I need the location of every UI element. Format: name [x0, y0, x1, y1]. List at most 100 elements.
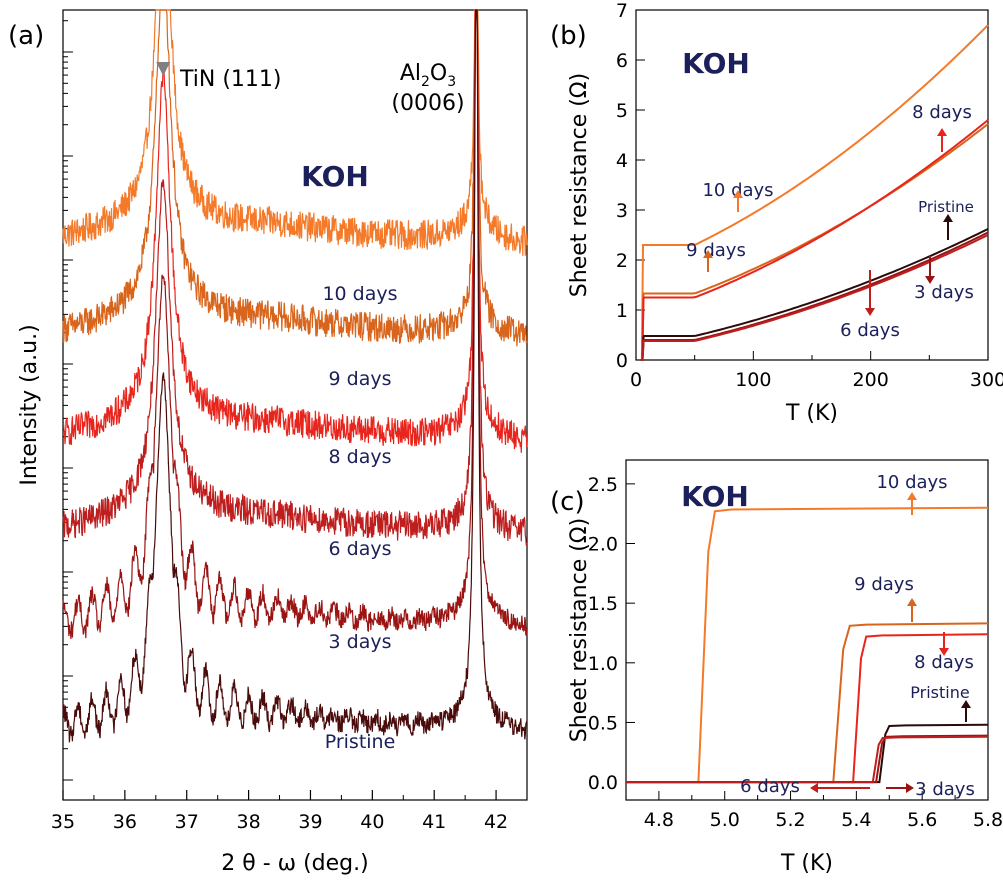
etchant-label-a: KOH — [301, 160, 369, 193]
panel-a: 35 36 37 38 39 40 41 42 2 θ - ω (deg.) Intensity … — [17, 9, 528, 876]
x-tick-label-c: 5.0 — [710, 809, 740, 831]
arrow-head-icon — [703, 250, 713, 258]
series-label-c: 9 days — [854, 574, 914, 595]
series-line-b — [640, 24, 989, 361]
x-tick-label-b: 200 — [853, 369, 889, 391]
arrow-head-icon — [865, 308, 875, 316]
x-tick-label-b: 100 — [735, 369, 771, 391]
arrow-head-icon — [906, 783, 914, 793]
series-line-b — [640, 123, 989, 361]
y-tick-label-b: 1 — [616, 300, 628, 322]
panel-c: 4.8 5.0 5.2 5.4 5.6 5.8 0.0 0.5 1.0 1.5 2.0 2.5 T (K… — [567, 459, 1003, 876]
y-tick-label-b: 5 — [616, 100, 628, 122]
x-tick-label-c: 5.6 — [907, 809, 937, 831]
x-axis-label-a: 2 θ - ω (deg.) — [221, 851, 368, 876]
series-label-c: 10 days — [876, 472, 947, 493]
series-line-c — [626, 735, 989, 784]
series-label-a: 10 days — [322, 283, 397, 305]
y-tick-label-c: 0.0 — [588, 772, 618, 794]
series-label-a: Pristine — [325, 731, 396, 753]
arrow-head-icon — [937, 128, 947, 136]
y-tick-label-c: 2.5 — [588, 474, 618, 496]
etchant-label-c: KOH — [681, 480, 749, 513]
x-tick-label-a: 39 — [298, 811, 322, 833]
series-label-c: 6 days — [740, 776, 800, 797]
panel-b: 0 100 200 300 0 1 2 3 4 5 6 7 T (K) Sheet resistance … — [567, 0, 1003, 426]
peak-label-al2o3: Al2O3 — [400, 61, 456, 90]
peak-label-tin: TiN (111) — [179, 67, 281, 92]
y-axis-label-a: Intensity (a.u.) — [17, 324, 42, 485]
x-axis-label-c: T (K) — [780, 851, 833, 876]
arrow-head-icon — [943, 214, 953, 222]
series-line-c — [626, 506, 989, 784]
x-tick-label-a: 41 — [422, 811, 446, 833]
arrow-head-icon — [907, 598, 917, 606]
plot-frame-c — [625, 459, 989, 801]
x-tick-label-a: 42 — [484, 811, 508, 833]
series-line-a — [62, 9, 528, 347]
peak-label-part: 2 — [421, 74, 430, 90]
panel-label-c: (c) — [550, 487, 585, 517]
series-line-b — [640, 234, 989, 361]
y-tick-label-b: 7 — [616, 0, 628, 22]
x-tick-label-c: 4.8 — [644, 809, 674, 831]
series-line-b — [640, 119, 989, 361]
series-label-a: 3 days — [329, 631, 392, 653]
y-tick-label-c: 0.5 — [588, 712, 618, 734]
series-line-c — [626, 622, 989, 784]
x-tick-label-b: 300 — [970, 369, 1003, 391]
x-tick-label-a: 35 — [51, 811, 75, 833]
x-tick-label-a: 38 — [237, 811, 261, 833]
series-line-c — [626, 734, 989, 784]
arrow-head-icon — [733, 190, 743, 198]
plot-frame-a — [62, 9, 528, 801]
series-label-c: 3 days — [915, 779, 975, 800]
panel-label-a: (a) — [8, 21, 44, 51]
y-tick-label-b: 3 — [616, 200, 628, 222]
y-tick-label-b: 4 — [616, 150, 628, 172]
y-tick-label-b: 0 — [616, 350, 628, 372]
y-tick-label-c: 1.5 — [588, 593, 618, 615]
x-tick-label-c: 5.4 — [841, 809, 871, 831]
x-axis-label-b: T (K) — [785, 401, 838, 426]
series-label-b: 9 days — [686, 240, 746, 261]
series-label-a: 9 days — [329, 368, 392, 390]
x-tick-label-c: 5.2 — [775, 809, 805, 831]
series-line-a — [62, 9, 528, 453]
series-label-b: 6 days — [840, 320, 900, 341]
peak-label-part: O — [430, 61, 447, 86]
series-label-c: Pristine — [910, 683, 969, 702]
series-line-a — [62, 9, 528, 639]
arrow-head-icon — [907, 492, 917, 500]
y-tick-label-c: 2.0 — [588, 534, 618, 556]
series-line-a — [62, 9, 528, 546]
panel-label-b: (b) — [550, 21, 587, 51]
y-axis-label-c: Sheet resistance (Ω) — [567, 518, 592, 742]
series-label-c: 8 days — [914, 652, 974, 673]
series-label-a: 8 days — [329, 446, 392, 468]
series-label-b: Pristine — [918, 198, 974, 216]
y-tick-label-b: 6 — [616, 50, 628, 72]
arrow-head-icon — [961, 700, 971, 708]
peak-label-part: 3 — [447, 74, 456, 90]
arrow-head-icon — [810, 783, 818, 793]
y-axis-label-b: Sheet resistance (Ω) — [567, 73, 592, 297]
arrow-head-icon — [939, 648, 949, 656]
x-tick-label-a: 37 — [175, 811, 199, 833]
x-tick-label-b: 0 — [630, 369, 642, 391]
series-label-a: 6 days — [329, 538, 392, 560]
x-tick-label-a: 36 — [113, 811, 137, 833]
peak-label-al2o3-index: (0006) — [391, 91, 464, 116]
x-tick-label-c: 5.8 — [973, 809, 1003, 831]
series-line-a — [62, 9, 528, 257]
series-line-b — [640, 228, 989, 361]
series-line-c — [626, 723, 989, 784]
peak-label-part: Al — [400, 61, 421, 86]
etchant-label-b: KOH — [682, 47, 750, 80]
series-line-a — [62, 9, 528, 743]
series-label-b: 8 days — [912, 102, 972, 123]
peak-marker-icon — [156, 62, 171, 76]
y-tick-label-c: 1.0 — [588, 653, 618, 675]
x-tick-label-a: 40 — [360, 811, 384, 833]
series-label-b: 3 days — [914, 282, 974, 303]
